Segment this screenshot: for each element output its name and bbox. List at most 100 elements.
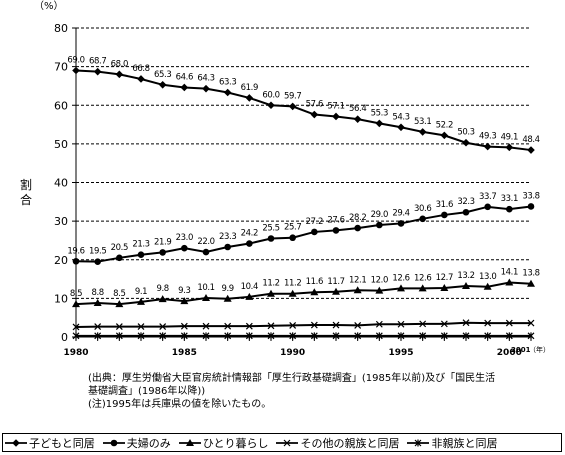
data-label: 65.3 xyxy=(154,70,171,80)
series-line xyxy=(75,69,532,152)
asterisk-marker xyxy=(527,332,535,340)
data-label: 57.1 xyxy=(327,101,344,111)
data-label: 9.1 xyxy=(135,287,147,297)
y-axis-title-char: 割 xyxy=(19,178,32,192)
x-marker xyxy=(115,323,123,330)
x-marker xyxy=(284,439,291,446)
data-label: 31.6 xyxy=(436,200,453,210)
data-label: 8.5 xyxy=(113,289,125,299)
triangle-marker xyxy=(288,289,297,297)
legend-label: ひとり暮らし xyxy=(202,436,269,450)
data-label: 11.6 xyxy=(306,277,323,287)
diamond-marker xyxy=(332,112,340,121)
circle-marker xyxy=(527,203,535,210)
data-label: 10.4 xyxy=(241,282,258,292)
x-marker xyxy=(397,320,405,328)
triangle-marker xyxy=(267,289,275,297)
data-label: 66.8 xyxy=(132,64,149,74)
data-label: 29.4 xyxy=(392,208,409,218)
asterisk-marker xyxy=(115,332,123,340)
x-marker xyxy=(224,322,232,330)
diamond-marker xyxy=(180,83,189,92)
diamond-marker xyxy=(462,138,470,147)
triangle-marker xyxy=(202,293,210,301)
y-axis-title-char: 合 xyxy=(19,193,32,207)
asterisk-marker xyxy=(94,332,102,340)
data-label: 57.6 xyxy=(306,100,323,110)
triangle-marker xyxy=(353,286,362,294)
x-marker xyxy=(94,323,102,330)
data-label: 19.5 xyxy=(89,247,106,257)
data-label: 50.3 xyxy=(457,128,474,138)
data-label: 8.8 xyxy=(92,288,104,298)
diamond-marker xyxy=(12,438,20,447)
data-label: 25.7 xyxy=(284,223,301,233)
circle-marker xyxy=(110,439,118,446)
circle-marker xyxy=(441,211,448,219)
y-tick-label: 60 xyxy=(54,99,68,112)
data-label: 27.2 xyxy=(306,217,323,227)
diamond-marker xyxy=(72,66,80,75)
legend-item: その他の親族と同居 xyxy=(274,435,399,451)
y-tick-label: 70 xyxy=(54,61,68,74)
data-label: 68.7 xyxy=(89,57,106,67)
series-line xyxy=(75,205,532,263)
grid-lines xyxy=(76,27,531,299)
data-label: 13.8 xyxy=(522,269,539,279)
diamond-marker xyxy=(375,119,384,128)
data-label: 49.3 xyxy=(479,132,496,142)
x-marker xyxy=(289,321,297,329)
triangle-marker xyxy=(185,438,194,446)
data-label: 32.3 xyxy=(457,197,474,207)
triangle-marker xyxy=(310,288,319,296)
legend-label: 夫婦のみ xyxy=(126,436,171,450)
asterisk-marker xyxy=(202,332,210,340)
asterisk-marker xyxy=(137,332,145,340)
asterisk-marker xyxy=(267,332,275,340)
triangle-marker xyxy=(137,297,145,305)
x-marker xyxy=(375,320,383,328)
x-marker xyxy=(202,322,210,330)
diamond-marker xyxy=(202,84,210,93)
data-label: 13.2 xyxy=(457,271,474,281)
data-label: 69.0 xyxy=(67,55,84,65)
data-label: 63.3 xyxy=(219,78,236,88)
legend-label: 子どもと同居 xyxy=(29,436,95,450)
y-tick-label: 30 xyxy=(54,215,68,228)
circle-marker xyxy=(159,249,166,256)
asterisk-marker xyxy=(159,332,167,340)
triangle-marker xyxy=(72,300,80,308)
diamond-marker xyxy=(353,115,362,123)
circle-marker xyxy=(332,227,340,234)
x-marker xyxy=(440,320,448,328)
asterisk-marker xyxy=(245,332,253,340)
series-markers xyxy=(72,66,535,340)
triangle-marker xyxy=(158,295,167,303)
data-label: 11.7 xyxy=(327,277,344,287)
line-chart: 0 10 20 30 40 50 60 70 80 1980 1985 1990 1995 2000 6… xyxy=(34,0,550,358)
data-label: 52.2 xyxy=(436,120,453,130)
data-label: 33.1 xyxy=(501,194,518,204)
data-label: 25.5 xyxy=(262,224,279,234)
data-label: 8.5 xyxy=(70,289,82,299)
x-marker xyxy=(267,322,275,330)
data-label: 68.0 xyxy=(111,59,128,69)
series-lines xyxy=(75,69,532,337)
legend-swatch xyxy=(276,439,299,446)
triangle-marker xyxy=(93,299,102,307)
data-label: 10.1 xyxy=(197,283,214,293)
circle-marker xyxy=(267,235,275,242)
data-label: 33.8 xyxy=(522,191,539,201)
triangle-marker xyxy=(462,282,470,290)
diamond-marker xyxy=(483,142,492,151)
x-marker xyxy=(505,319,513,327)
data-label: 23.0 xyxy=(176,233,193,243)
y-tick-label: 80 xyxy=(54,22,68,35)
data-label: 28.2 xyxy=(349,213,366,223)
y-tick-label: 10 xyxy=(54,292,68,305)
triangle-marker xyxy=(180,297,189,305)
data-label: 12.6 xyxy=(414,273,431,283)
circle-marker xyxy=(311,228,318,236)
data-label: 56.4 xyxy=(349,104,366,114)
x-marker xyxy=(180,322,188,330)
